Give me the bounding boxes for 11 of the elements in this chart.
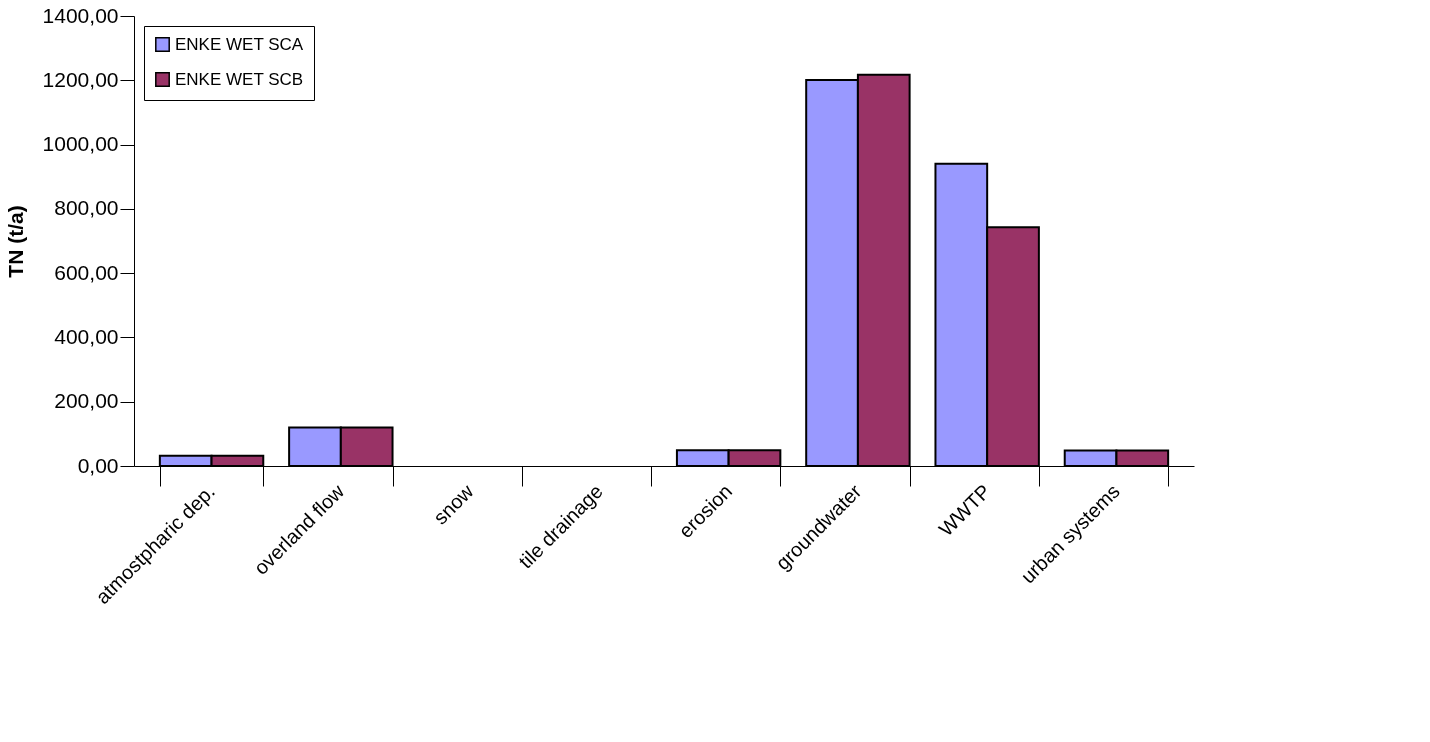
y-tick-label: 1000,00 xyxy=(42,132,119,156)
legend-label: ENKE WET SCB xyxy=(175,69,304,89)
y-tick-label: 400,00 xyxy=(54,324,119,348)
y-tick-label: 1200,00 xyxy=(42,67,119,91)
y-tick-label: 600,00 xyxy=(54,260,119,284)
legend-label: ENKE WET SCA xyxy=(175,34,304,54)
y-axis-title: TN (t/a) xyxy=(3,205,27,278)
y-tick-label: 1400,00 xyxy=(42,3,119,27)
y-tick-label: 0,00 xyxy=(77,453,119,477)
y-tick-label: 800,00 xyxy=(54,196,119,220)
y-tick-label: 200,00 xyxy=(54,389,119,413)
